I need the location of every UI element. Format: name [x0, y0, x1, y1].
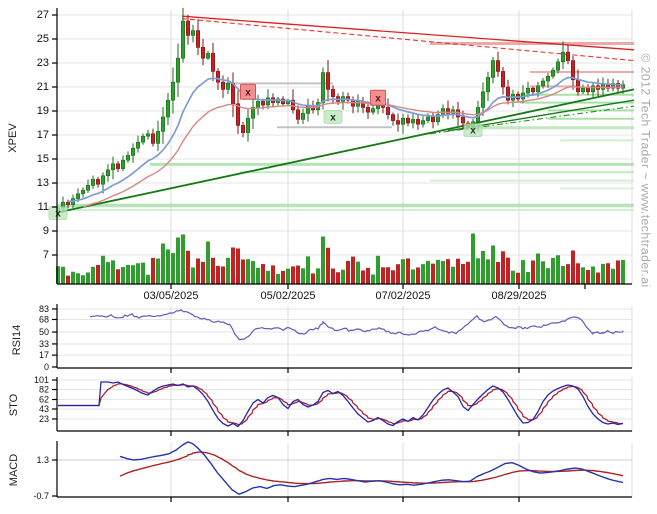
svg-text:27: 27 — [37, 9, 49, 21]
volume-bars — [56, 233, 625, 284]
svg-text:08/29/2025: 08/29/2025 — [491, 290, 546, 302]
svg-text:25: 25 — [37, 33, 49, 45]
svg-text:101: 101 — [34, 375, 49, 385]
svg-text:68: 68 — [39, 314, 49, 324]
svg-text:15: 15 — [37, 153, 49, 165]
svg-text:50: 50 — [39, 327, 49, 337]
svg-text:x: x — [245, 87, 251, 98]
svg-text:13: 13 — [37, 177, 49, 189]
svg-text:-0.7: -0.7 — [33, 491, 49, 501]
svg-text:x: x — [470, 126, 476, 137]
svg-text:7: 7 — [43, 249, 49, 261]
buy-signal-icon — [463, 123, 483, 138]
macd-panel-title: MACD — [8, 453, 20, 487]
svg-text:83: 83 — [39, 304, 49, 314]
macd-panel[interactable] — [57, 441, 633, 497]
watermark-text: © 2012 Tech Trader ~ www.techtrader.ai — [638, 53, 653, 288]
svg-text:23: 23 — [37, 57, 49, 69]
svg-text:05/02/2025: 05/02/2025 — [260, 290, 315, 302]
svg-text:23: 23 — [39, 414, 49, 424]
macd-axis: 1.3 -0.7 — [33, 441, 632, 502]
buy-signal-icon — [48, 206, 68, 220]
svg-text:x: x — [375, 93, 381, 104]
svg-text:1.3: 1.3 — [36, 455, 49, 465]
svg-text:17: 17 — [39, 350, 49, 360]
svg-text:17: 17 — [37, 129, 49, 141]
trend-lines — [57, 15, 635, 214]
svg-text:19: 19 — [37, 105, 49, 117]
support-resistance-levels — [58, 42, 634, 211]
trade-signal-markers: x x x x x — [48, 83, 483, 220]
svg-text:11: 11 — [38, 201, 49, 213]
svg-text:x: x — [330, 113, 336, 124]
svg-text:82: 82 — [39, 385, 49, 395]
svg-text:43: 43 — [39, 404, 49, 414]
svg-text:62: 62 — [39, 395, 49, 405]
buy-signal-icon — [323, 110, 343, 124]
svg-text:0: 0 — [44, 362, 49, 372]
rsi-panel[interactable] — [57, 306, 633, 368]
svg-text:9: 9 — [43, 225, 49, 237]
svg-text:07/02/2025: 07/02/2025 — [375, 290, 430, 302]
svg-text:33: 33 — [39, 339, 49, 349]
main-price-panel[interactable] — [57, 10, 633, 284]
main-panel-title: XPEV — [7, 123, 19, 153]
svg-text:21: 21 — [37, 81, 49, 93]
sto-panel[interactable] — [57, 377, 633, 431]
main-axis: 27 25 23 21 19 17 15 13 11 9 7 03/05/2025 05/02/2025… — [37, 8, 632, 302]
sell-signal-icon — [240, 83, 256, 100]
sell-signal-icon — [370, 89, 386, 106]
svg-text:03/05/2025: 03/05/2025 — [143, 290, 198, 302]
svg-text:x: x — [55, 209, 61, 220]
moving-averages — [67, 76, 624, 208]
